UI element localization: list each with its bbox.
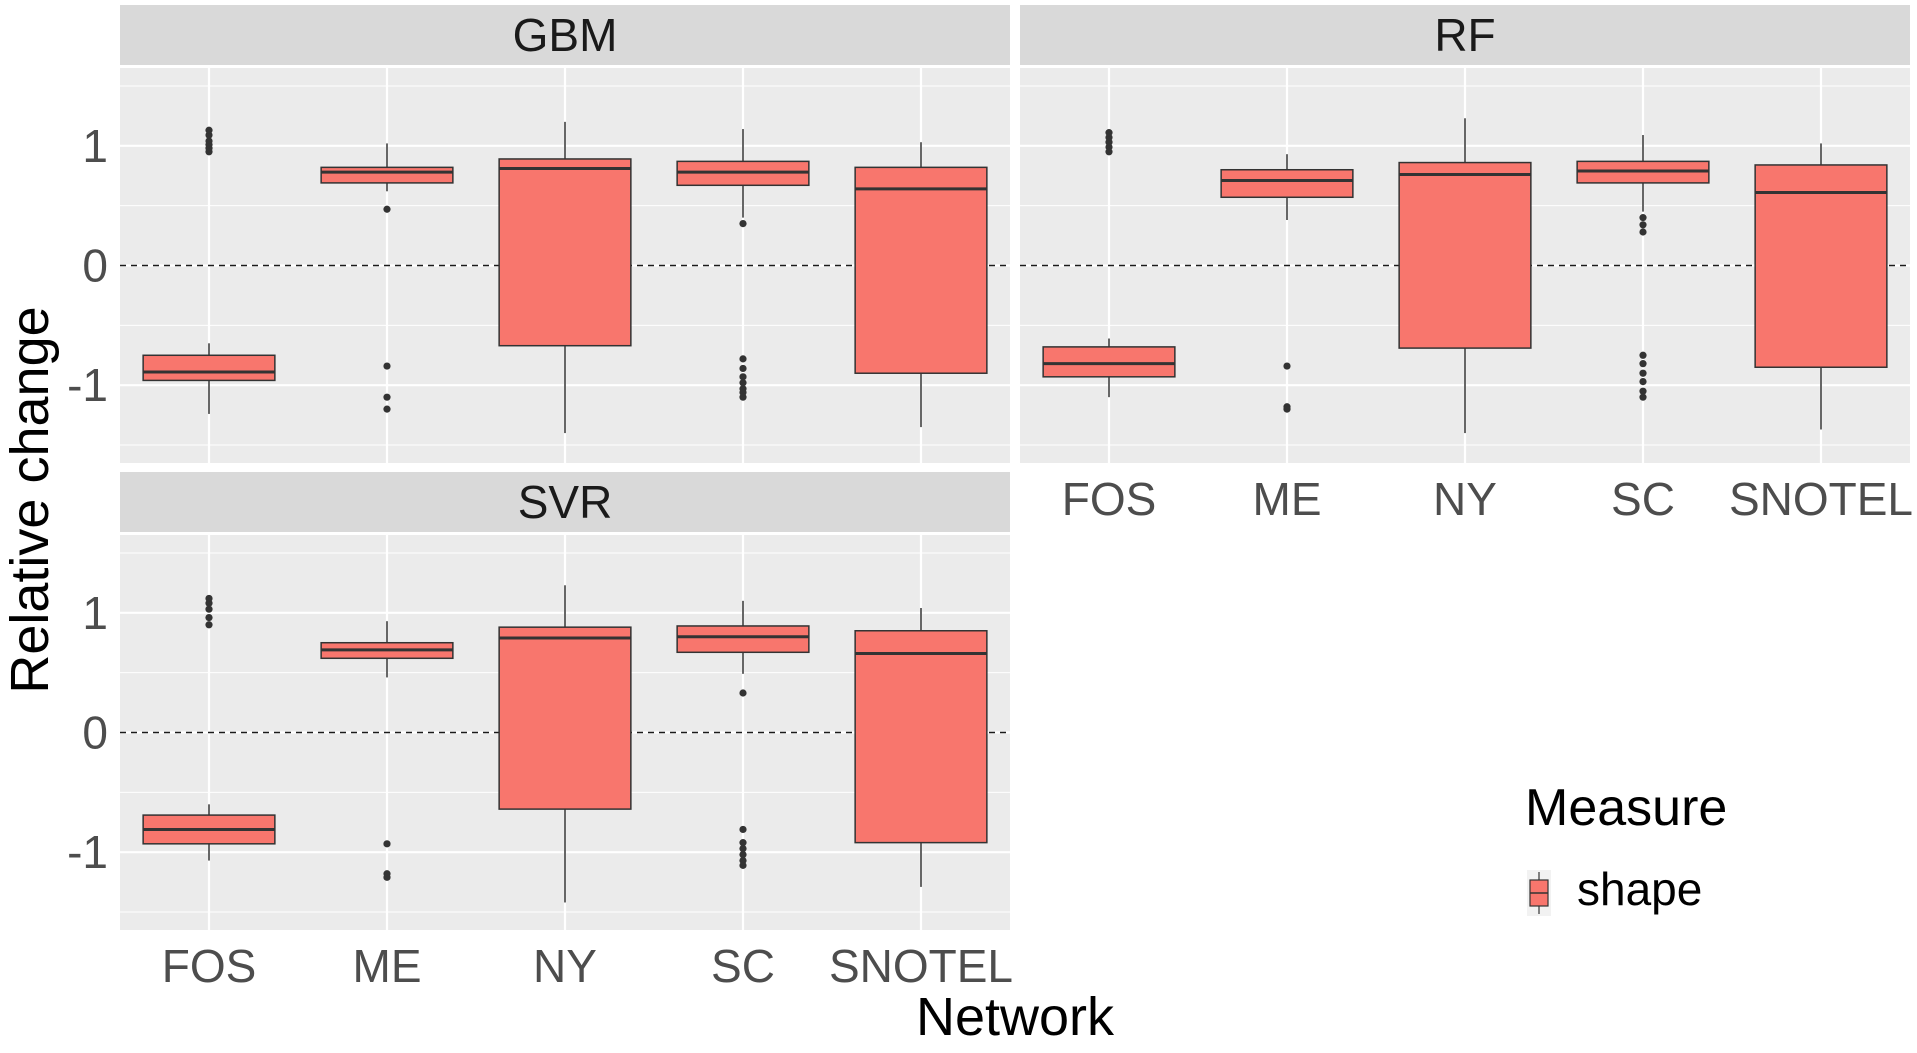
box-sc [676, 129, 810, 401]
box-iqr [1398, 161, 1532, 349]
y-tick-label: -1 [67, 359, 108, 411]
outlier-point [739, 861, 747, 869]
y-tick-label: 0 [82, 707, 108, 759]
box-iqr [1754, 164, 1888, 368]
outlier-point [1639, 351, 1647, 359]
outlier-point [1639, 387, 1647, 395]
x-tick-label: ME [1253, 473, 1322, 525]
y-tick-label: -1 [67, 826, 108, 878]
outlier-point [383, 362, 391, 370]
y-tick-label: 1 [82, 587, 108, 639]
outlier-point [1639, 369, 1647, 377]
box-snotel [854, 608, 988, 887]
outlier-point [1639, 214, 1647, 222]
box-me [1220, 154, 1354, 413]
facet-strip-label: RF [1434, 9, 1495, 61]
outlier-point [205, 605, 213, 613]
facet-strip-label: SVR [518, 476, 613, 528]
x-axis-title: Network [916, 987, 1115, 1047]
outlier-point [739, 845, 747, 853]
box-snotel [1754, 143, 1888, 430]
box-fos [142, 126, 276, 414]
outlier-point [1283, 405, 1291, 413]
outlier-point [205, 613, 213, 622]
outlier-point [1639, 228, 1647, 236]
outlier-point [1639, 360, 1647, 368]
box-me [320, 621, 454, 881]
box-fos [142, 594, 276, 861]
legend: Measure shape [1525, 779, 1727, 916]
box-iqr [320, 166, 454, 184]
facet-strip [120, 5, 1010, 65]
box-iqr [854, 166, 988, 374]
facet-strip [120, 472, 1010, 532]
panel-gbm: GBM -1 0 1 [67, 5, 1010, 463]
x-tick-label: SNOTEL [1729, 473, 1913, 525]
outlier-point [739, 850, 747, 859]
outlier-point [739, 379, 747, 387]
outlier-point [739, 825, 747, 834]
box-iqr [854, 630, 988, 844]
x-tick-label: SNOTEL [829, 940, 1013, 992]
x-tick-label: SC [711, 940, 775, 992]
y-tick-label: 1 [82, 120, 108, 172]
box-iqr [498, 158, 632, 347]
outlier-point [739, 373, 747, 381]
outlier-point [383, 873, 391, 881]
facet-strip-label: GBM [513, 9, 618, 61]
box-iqr [142, 354, 276, 382]
outlier-point [205, 126, 213, 134]
facet-strip [1020, 5, 1910, 65]
box-me [320, 143, 454, 413]
x-tick-label: NY [533, 940, 597, 992]
outlier-point [1283, 362, 1291, 370]
outlier-point [205, 621, 213, 629]
outlier-point [205, 594, 213, 603]
box-sc [676, 600, 810, 869]
outlier-point [1639, 221, 1647, 229]
legend-entry-label: shape [1577, 863, 1702, 915]
box-sc [1576, 135, 1710, 401]
x-tick-label: FOS [162, 940, 257, 992]
legend-title: Measure [1525, 779, 1727, 837]
outlier-point [383, 840, 391, 848]
outlier-point [383, 405, 391, 413]
box-iqr [1220, 168, 1354, 199]
box-iqr [676, 625, 810, 654]
outlier-point [739, 364, 747, 373]
outlier-point [383, 205, 391, 213]
outlier-point [739, 220, 747, 228]
y-tick-label: 0 [82, 240, 108, 292]
outlier-point [1105, 129, 1113, 137]
outlier-point [383, 393, 391, 401]
box-snotel [854, 142, 988, 428]
outlier-point [739, 355, 747, 363]
box-ny [498, 585, 632, 903]
x-tick-label: SC [1611, 473, 1675, 525]
box-fos [1042, 129, 1176, 398]
box-ny [1398, 118, 1532, 434]
box-iqr [498, 626, 632, 810]
box-iqr [1042, 346, 1176, 378]
outlier-point [739, 689, 747, 697]
box-ny [498, 121, 632, 434]
panel-svr: SVR -1 0 1 FOS ME NY SC SNOTEL [67, 472, 1013, 992]
x-tick-label: FOS [1062, 473, 1157, 525]
outlier-point [739, 839, 747, 847]
outlier-point [205, 137, 213, 145]
x-tick-label: ME [353, 940, 422, 992]
outlier-point [739, 393, 747, 401]
outlier-point [1639, 378, 1647, 386]
outlier-point [1639, 393, 1647, 401]
x-tick-label: NY [1433, 473, 1497, 525]
panel-rf: RF FOS ME NY SC SNOTEL [1020, 5, 1913, 525]
y-axis-title: Relative change [0, 306, 60, 693]
